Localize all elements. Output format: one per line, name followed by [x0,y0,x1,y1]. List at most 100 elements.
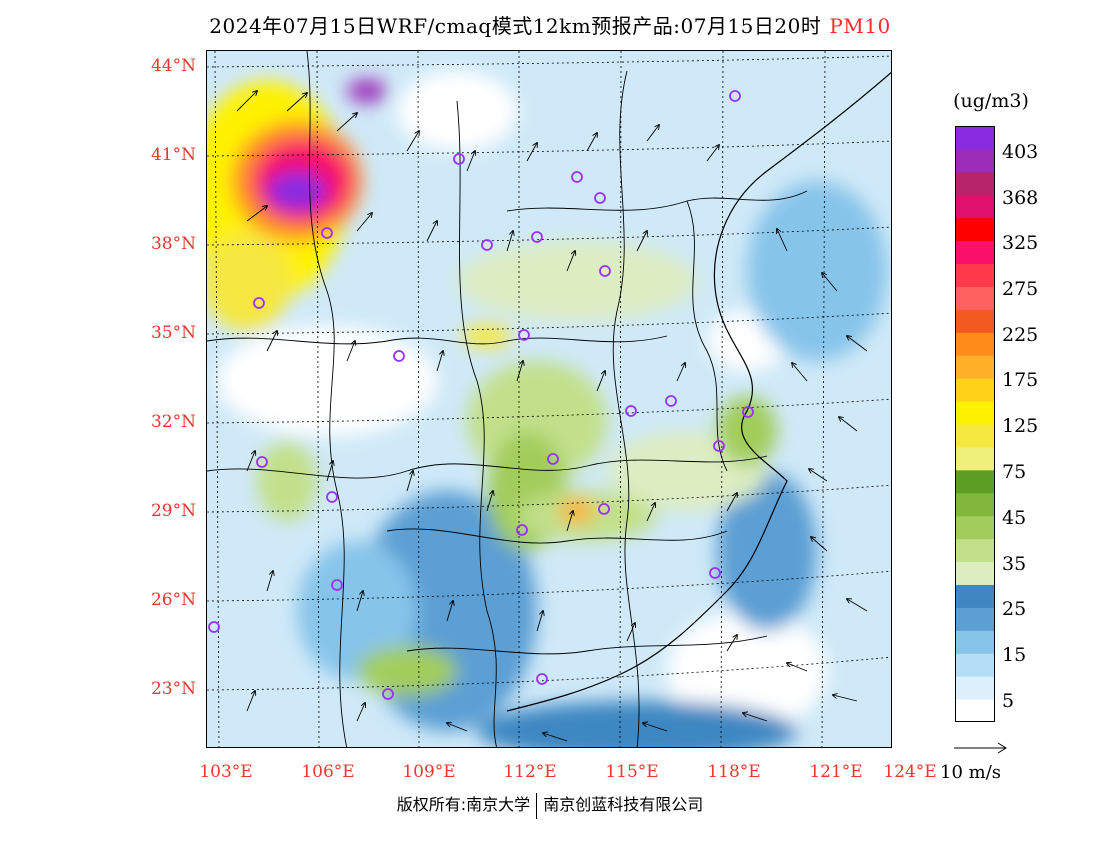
lon-label-106: 106°E [301,762,355,782]
colorbar-label-403: 403 [1002,141,1039,163]
title-text: 2024年07月15日WRF/cmaq模式12km预报产品:07月15日20时 [209,14,822,38]
station-marker [518,329,530,341]
lon-label-103: 103°E [199,762,253,782]
colorbar-label-45: 45 [1002,507,1027,529]
wind-legend-arrow [954,742,1007,754]
colorbar-swatch [955,309,995,333]
colorbar-canvas [955,126,995,723]
wind-legend-label: 10 m/s [940,762,1001,783]
station-marker [256,456,268,468]
station-marker [598,503,610,515]
province-boundaries [207,51,808,747]
colorbar-unit: (ug/m3) [953,90,1029,112]
colorbar-swatch [955,492,995,517]
station-marker [625,405,637,417]
colorbar-label-368: 368 [1002,187,1039,209]
station-marker [536,673,548,685]
pm10-map [206,50,892,748]
colorbar-swatch [955,699,995,723]
copyright-text: 版权所有:南京大学 [396,795,531,814]
station-marker [321,227,333,239]
station-marker [742,406,754,418]
station-marker [594,192,606,204]
lon-label-115: 115°E [605,762,659,782]
colorbar-swatch [955,401,995,425]
colorbar-swatch [955,515,995,540]
station-marker [382,688,394,700]
station-marker [729,90,741,102]
station-marker [709,567,721,579]
colorbar-swatch [955,126,995,150]
lon-label-121: 121°E [809,762,863,782]
lon-label-109: 109°E [402,762,456,782]
coastline [506,71,891,712]
station-marker [253,297,265,309]
colorbar-swatch [955,148,995,173]
colorbar-label-5: 5 [1002,690,1015,712]
colorbar-label-75: 75 [1002,461,1027,483]
station-marker [481,239,493,251]
colorbar-swatch [955,584,995,608]
station-marker [599,265,611,277]
colorbar-swatch [955,217,995,242]
colorbar [955,126,995,723]
colorbar-swatch [955,332,995,356]
colorbar-label-175: 175 [1002,369,1039,391]
station-marker [547,453,559,465]
lat-label-29: 29°N [150,501,196,521]
graticule [207,51,891,747]
lat-label-26: 26°N [150,590,196,610]
colorbar-swatch [955,607,995,631]
lat-label-44: 44°N [150,56,196,76]
colorbar-border [955,126,995,722]
lon-label-112: 112°E [503,762,557,782]
colorbar-swatch [955,263,995,287]
colorbar-label-325: 325 [1002,232,1039,254]
colorbar-swatch [955,469,995,494]
concentration-field [207,71,887,747]
colorbar-swatch [955,240,995,265]
colorbar-label-15: 15 [1002,644,1027,666]
station-marker [531,231,543,243]
lon-label-118: 118°E [707,762,761,782]
station-marker [713,440,725,452]
colorbar-swatch [955,676,995,700]
copyright-divider [536,792,538,819]
lat-label-41: 41°N [150,145,196,165]
colorbar-swatch [955,630,995,654]
colorbar-label-275: 275 [1002,278,1039,300]
wind-vectors [236,91,868,742]
lat-label-32: 32°N [150,412,196,432]
station-marker [326,491,338,503]
colorbar-swatch [955,653,995,677]
station-marker [331,579,343,591]
colorbar-label-225: 225 [1002,324,1039,346]
colorbar-swatch [955,355,995,379]
copyright-company: 南京创蓝科技有限公司 [543,795,704,814]
station-marker [208,621,220,633]
pollutant-label: PM10 [829,14,891,38]
colorbar-swatch [955,378,995,402]
colorbar-label-35: 35 [1002,553,1027,575]
colorbar-swatch [955,561,995,585]
station-marker [516,524,528,536]
colorbar-swatch [955,194,995,219]
lat-label-38: 38°N [150,234,196,254]
colorbar-swatch [955,286,995,310]
map-canvas [207,51,891,747]
colorbar-swatch [955,538,995,563]
colorbar-label-25: 25 [1002,598,1027,620]
station-marker [665,395,677,407]
station-marker [453,153,465,165]
colorbar-swatch [955,446,995,471]
lat-label-23: 23°N [150,679,196,699]
station-marker [571,171,583,183]
colorbar-swatch [955,171,995,196]
colorbar-swatch [955,424,995,448]
lon-label-124: 124°E [883,762,937,782]
station-markers [208,90,754,700]
lat-label-35: 35°N [150,323,196,343]
station-marker [393,350,405,362]
copyright: 版权所有:南京大学 南京创蓝科技有限公司 [0,791,1100,819]
map-title: 2024年07月15日WRF/cmaq模式12km预报产品:07月15日20时 P… [0,10,1100,39]
